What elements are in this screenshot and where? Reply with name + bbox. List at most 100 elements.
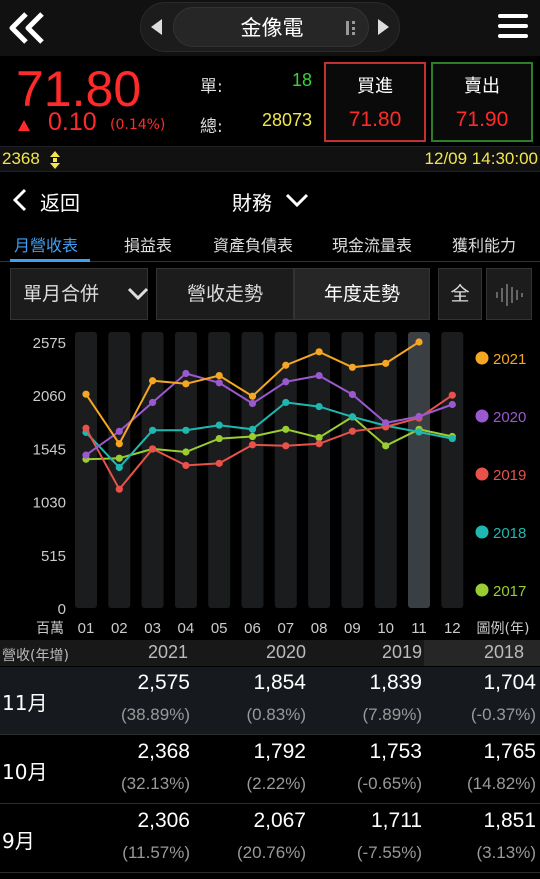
data-point-2019 [182, 461, 190, 470]
data-point-2019 [82, 424, 90, 432]
data-point-2021 [248, 392, 257, 400]
chevron-down-icon[interactable] [284, 190, 310, 210]
unit-volume-label: 單: [200, 77, 223, 97]
x-tick-label: 02 [111, 620, 128, 637]
data-point-2019 [215, 459, 223, 467]
revenue-value: 2,575 [137, 671, 190, 694]
buy-button[interactable]: 買進 71.80 [324, 62, 426, 142]
month-column [374, 332, 397, 608]
year-header: 2019 [381, 642, 422, 662]
month-column [75, 332, 97, 608]
total-volume-label: 總: [200, 117, 223, 137]
table-row[interactable]: 9月 2,306 (11.57%) 2,067 (20.76%) 1,711 (… [0, 805, 540, 873]
yoy-percent: (-0.65%) [356, 774, 422, 793]
tab-monthly-revenue[interactable]: 月營收表 [14, 236, 79, 255]
y-tick-label: 1030 [33, 495, 66, 512]
tab-cash-flow[interactable]: 現金流量表 [332, 236, 413, 255]
revenue-trend-button[interactable]: 營收走勢 [156, 268, 294, 320]
data-point-2019 [149, 445, 157, 453]
tab-profitability[interactable]: 獲利能力 [452, 236, 517, 255]
month-column [208, 332, 231, 608]
top-bar: 金像電 [0, 0, 540, 56]
revenue-value: 1,704 [483, 671, 536, 694]
section-selector[interactable]: 財務 [232, 191, 272, 215]
double-chevron-left-icon[interactable] [6, 8, 50, 48]
waveform-button[interactable] [486, 268, 532, 320]
data-point-2020 [382, 419, 390, 427]
revenue-value: 2,067 [253, 809, 306, 832]
table-row[interactable]: 11月 2,575 (38.89%) 1,854 (0.83%) 1,839 (… [0, 667, 540, 735]
tab-income-statement[interactable]: 損益表 [124, 236, 173, 255]
yoy-percent: (7.89%) [362, 705, 422, 724]
x-tick-label: 10 [377, 620, 394, 637]
x-tick-label: 12 [444, 620, 461, 637]
yearly-trend-button[interactable]: 年度走勢 [294, 268, 430, 320]
month-column [241, 332, 264, 608]
legend-swatch-2020 [475, 409, 489, 423]
stock-switcher: 金像電 [140, 2, 400, 52]
quote-panel: 71.80 0.10 (0.14%) 單: 18 總: 28073 買進 71.… [0, 56, 540, 146]
yoy-percent: (14.82%) [467, 774, 536, 793]
data-point-2021 [282, 361, 290, 369]
back-button[interactable]: 返回 [40, 191, 80, 215]
data-point-2017 [282, 425, 290, 433]
triangle-left-icon[interactable] [151, 19, 162, 35]
sell-button[interactable]: 賣出 71.90 [431, 62, 533, 142]
row-month: 10月 [2, 760, 48, 784]
x-tick-label: 11 [411, 620, 427, 637]
yoy-percent: (-0.37%) [470, 705, 536, 724]
info-row: 2368 12/09 14:30:00 [0, 146, 540, 172]
last-price: 71.80 [16, 61, 142, 117]
month-column [174, 332, 197, 608]
legend-swatch-2019 [475, 467, 489, 481]
table-row[interactable]: 10月 2,368 (32.13%) 1,792 (2.22%) 1,753 (… [0, 736, 540, 804]
data-point-2018 [282, 398, 290, 407]
legend-title: 圖例(年) [477, 621, 530, 637]
data-point-2019 [282, 442, 290, 450]
buy-label: 買進 [357, 76, 393, 97]
series-line-2017 [85, 415, 453, 461]
data-point-2017 [215, 434, 223, 443]
revenue-value: 1,765 [483, 740, 536, 763]
data-point-2018 [415, 428, 423, 436]
highlighted-column-header [424, 640, 540, 666]
data-point-2020 [348, 390, 356, 399]
data-point-2017 [315, 433, 323, 442]
consolidation-dropdown[interactable]: 單月合併 [10, 268, 149, 320]
stock-title-pill[interactable]: 金像電 [173, 7, 369, 47]
data-point-2018 [215, 421, 223, 429]
dropdown-label: 單月合併 [23, 283, 100, 305]
y-tick-label: 2060 [33, 388, 66, 405]
all-button[interactable]: 全 [438, 268, 482, 320]
triangle-right-icon[interactable] [378, 19, 389, 35]
x-tick-label: 03 [144, 620, 161, 637]
unit-volume-value: 18 [291, 70, 312, 90]
y-tick-label: 1545 [33, 441, 66, 458]
x-tick-label: 05 [211, 620, 228, 637]
buy-price: 71.80 [348, 108, 402, 131]
sell-price: 71.90 [455, 108, 509, 131]
x-tick-label: 04 [178, 620, 195, 637]
yoy-percent: (0.83%) [246, 705, 306, 724]
data-point-2021 [149, 377, 157, 385]
revenue-value: 2,368 [137, 740, 190, 763]
nav-row: 返回 財務 [0, 178, 540, 222]
chevron-left-icon[interactable] [10, 188, 30, 212]
hamburger-menu-icon[interactable] [498, 12, 528, 40]
x-tick-label: 08 [311, 620, 328, 637]
revenue-value: 1,792 [253, 740, 306, 763]
active-tab-indicator [10, 259, 90, 262]
x-tick-label: 07 [277, 620, 294, 637]
data-point-2017 [182, 448, 190, 456]
revenue-value: 2,306 [137, 809, 190, 832]
y-tick-label: 0 [58, 601, 66, 618]
revenue-chart: 0 515 1030 1545 2060 2575 百萬 01 02 03 04 05 06 07 08 09… [33, 332, 530, 637]
y-tick-label: 515 [41, 548, 66, 565]
revenue-value: 1,851 [483, 809, 536, 832]
tab-balance-sheet[interactable]: 資產負債表 [213, 236, 294, 255]
month-column [341, 332, 364, 608]
yoy-percent: (38.89%) [121, 705, 190, 724]
data-point-2019 [248, 441, 257, 449]
data-point-2018 [182, 426, 190, 434]
up-triangle-icon [18, 120, 30, 131]
